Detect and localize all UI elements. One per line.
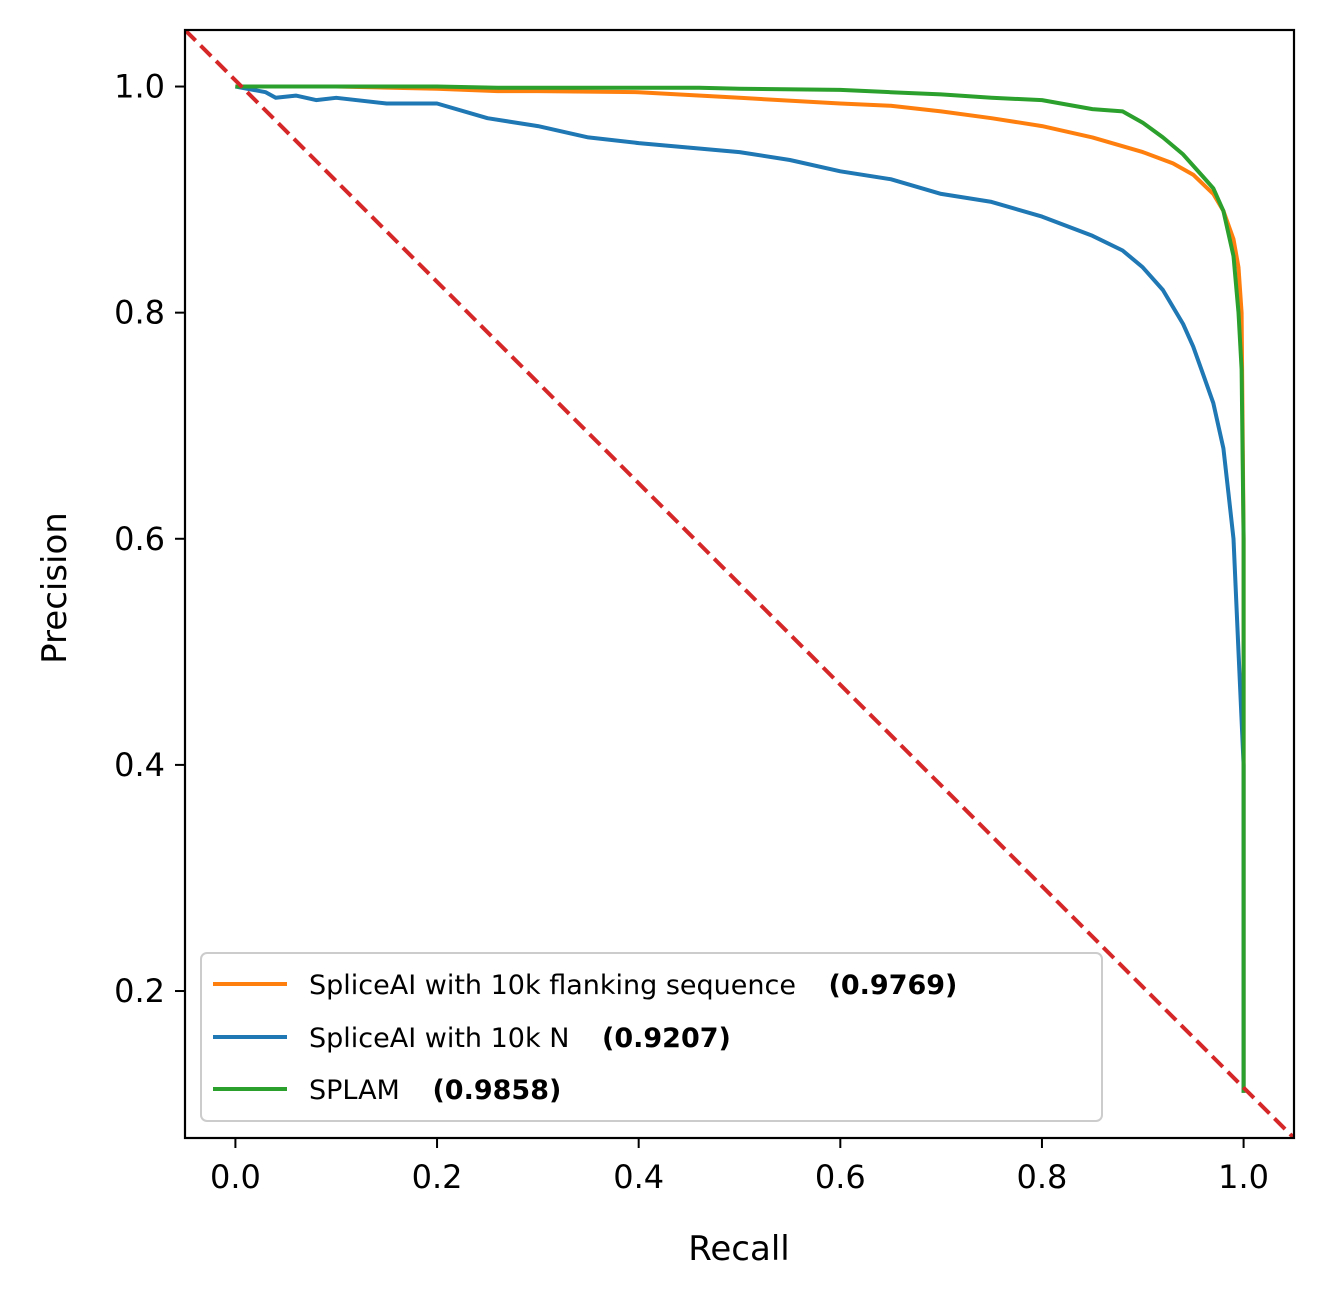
legend-score-spliceai-flanking: (0.9769) [829,970,958,1001]
y-axis-ticks: 0.2 0.4 0.6 0.8 1.0 [114,68,185,1010]
baseline-dashed-line [185,30,1294,1138]
x-axis-title: Recall [688,1229,789,1269]
legend-score-splam: (0.9858) [432,1075,561,1106]
y-tick-label: 0.6 [114,520,165,558]
legend-label-spliceai-n: SpliceAI with 10k N (0.9207) [309,1023,731,1054]
y-tick-label: 0.2 [114,972,165,1010]
x-tick-label: 0.2 [412,1158,463,1196]
x-tick-label: 0.4 [613,1158,664,1196]
y-axis-title: Precision [35,512,75,664]
x-tick-label: 1.0 [1218,1158,1269,1196]
legend-label-spliceai-flanking: SpliceAI with 10k flanking sequence (0.9… [309,970,957,1001]
plot-frame [183,28,1296,1140]
x-tick-label: 0.0 [210,1158,261,1196]
x-axis-ticks: 0.0 0.2 0.4 0.6 0.8 1.0 [210,1138,1269,1196]
legend-box [200,952,1103,1122]
series-line-2 [235,84,1246,1093]
y-tick-label: 0.8 [114,294,165,332]
legend-label-splam: SPLAM (0.9858) [309,1075,561,1106]
x-tick-label: 0.8 [1017,1158,1068,1196]
y-tick-label: 0.4 [114,746,165,784]
y-tick-label: 1.0 [114,68,165,106]
series-line-0 [235,84,1246,1093]
series-line-1 [235,84,1246,1093]
data-lines [185,30,1294,1138]
legend: SpliceAI with 10k flanking sequence (0.9… [200,952,1103,1122]
legend-name-spliceai-n: SpliceAI with 10k N [309,1023,569,1054]
legend-name-spliceai-flanking: SpliceAI with 10k flanking sequence [309,970,796,1001]
x-tick-label: 0.6 [815,1158,866,1196]
legend-score-spliceai-n: (0.9207) [602,1023,731,1054]
legend-name-splam: SPLAM [309,1075,400,1106]
